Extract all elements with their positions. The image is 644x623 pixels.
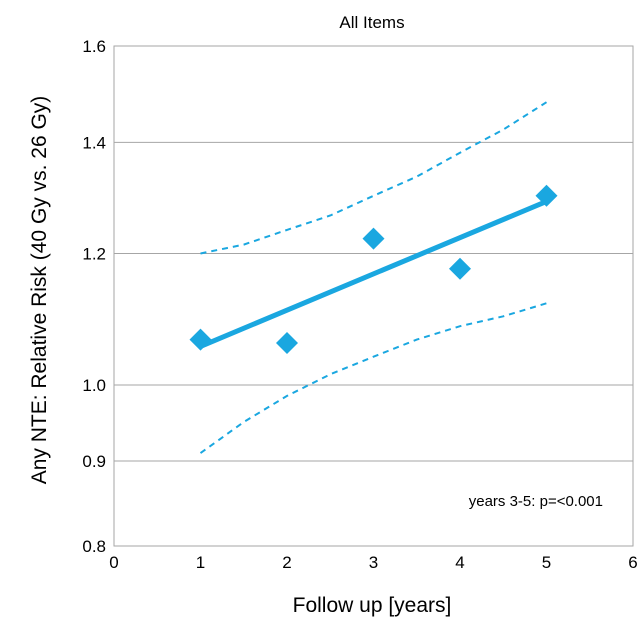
upper-bound-line	[200, 101, 548, 255]
y-tick-label: 1.2	[82, 245, 106, 264]
y-tick-label: 0.8	[82, 537, 106, 556]
x-tick-label: 4	[455, 553, 464, 572]
chart-title: All Items	[339, 13, 404, 32]
y-axis-label: Any NTE: Relative Risk (40 Gy vs. 26 Gy)	[28, 96, 51, 485]
data-point	[276, 332, 298, 355]
grid-layer	[114, 45, 633, 547]
y-tick-labels: 0.8 0.9 1.0 1.2 1.4 1.6	[82, 37, 106, 556]
data-point	[189, 328, 212, 351]
x-axis-label: Follow up [years]	[293, 594, 452, 617]
data-point	[449, 257, 471, 280]
x-tick-label: 6	[628, 553, 637, 572]
data-points	[189, 184, 558, 355]
y-tick-label: 1.4	[82, 133, 106, 152]
p-value-annotation: years 3-5: p=<0.001	[469, 493, 603, 510]
y-tick-label: 1.6	[82, 37, 106, 56]
fit-line	[198, 198, 549, 349]
x-tick-labels: 0 1 2 3 4 5 6	[109, 553, 637, 572]
plot-frame	[113, 45, 634, 547]
x-tick-label: 1	[196, 553, 205, 572]
x-tick-label: 0	[109, 553, 118, 572]
y-tick-label: 1.0	[82, 376, 106, 395]
x-tick-label: 3	[369, 553, 378, 572]
lower-bound-line	[199, 302, 547, 454]
confidence-band	[199, 101, 548, 454]
y-tick-label: 0.9	[82, 452, 106, 471]
data-point	[535, 184, 558, 207]
fit-line-layer	[198, 198, 549, 349]
x-tick-label: 2	[282, 553, 291, 572]
data-point	[362, 227, 385, 250]
x-tick-label: 5	[542, 553, 551, 572]
